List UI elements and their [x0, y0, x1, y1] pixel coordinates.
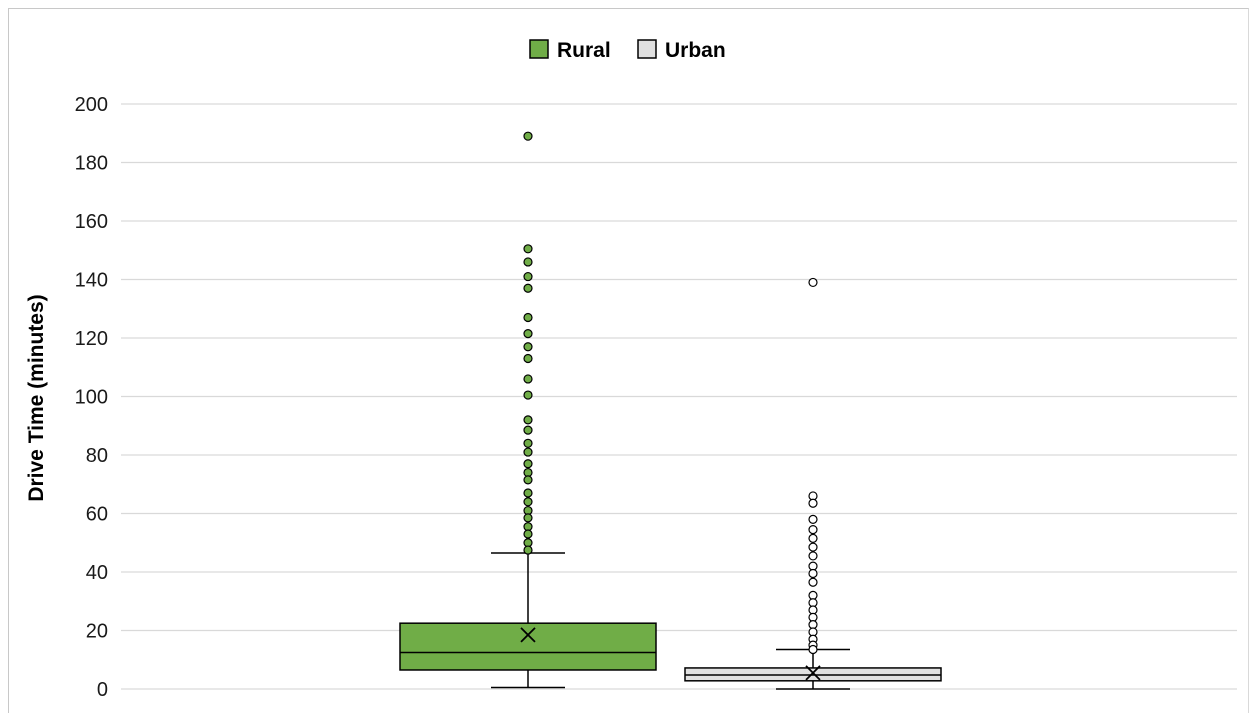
outlier-point: [523, 257, 533, 267]
legend: Rural Urban: [529, 39, 726, 62]
outlier-point: [808, 568, 818, 579]
boxes: [399, 131, 942, 690]
y-tick-label: 160: [75, 211, 108, 233]
y-tick-label: 40: [86, 562, 108, 584]
y-axis-label: Drive Time (minutes): [25, 294, 48, 501]
outlier-point: [523, 131, 533, 141]
outlier-point: [808, 277, 818, 288]
legend-item-rural: Rural: [529, 39, 611, 62]
y-tick-label: 180: [75, 153, 108, 175]
legend-label: Rural: [557, 39, 611, 62]
outlier-point: [808, 524, 818, 535]
outlier-point: [523, 488, 533, 498]
outlier-point: [523, 244, 533, 254]
outlier-point: [523, 342, 533, 352]
iqr-box: [399, 622, 657, 671]
outlier-point: [523, 374, 533, 384]
y-tick-label: 200: [75, 94, 108, 116]
y-tick-label: 60: [86, 504, 108, 526]
box-rural: [399, 131, 657, 689]
outlier-point: [523, 329, 533, 339]
y-tick-label: 100: [75, 387, 108, 409]
outlier-point: [808, 551, 818, 561]
outlier-point: [523, 447, 533, 457]
outlier-point: [523, 475, 533, 485]
y-tick-label: 0: [97, 679, 108, 701]
outlier-point: [523, 312, 533, 323]
mean-marker: [805, 665, 821, 681]
outlier-point: [523, 545, 533, 555]
outlier-point: [523, 415, 533, 425]
outlier-point: [808, 542, 818, 552]
outlier-point: [808, 644, 818, 655]
outlier-point: [523, 271, 533, 282]
outlier-point: [808, 498, 818, 508]
outlier-point: [523, 283, 533, 293]
legend-label: Urban: [665, 39, 726, 62]
outlier-point: [523, 390, 533, 400]
outlier-point: [808, 514, 818, 524]
outlier-point: [523, 438, 533, 448]
legend-swatch: [637, 39, 657, 59]
outlier-point: [808, 577, 818, 587]
outlier-point: [523, 529, 533, 539]
y-tick-label: 140: [75, 270, 108, 292]
chart-frame: [8, 8, 1249, 713]
outlier-point: [808, 533, 818, 543]
y-tick-label: 80: [86, 445, 108, 467]
outlier-point: [523, 513, 533, 523]
outlier-point: [523, 497, 533, 507]
mean-marker: [520, 627, 536, 643]
gridlines: [121, 103, 1237, 690]
outlier-point: [523, 459, 533, 469]
y-tick-label: 20: [86, 621, 108, 643]
legend-item-urban: Urban: [637, 39, 726, 62]
outlier-point: [523, 353, 533, 364]
y-tick-labels: 0 20 40 60 80 100 120 140 160 180 200: [75, 94, 108, 701]
legend-swatch: [529, 39, 549, 59]
y-tick-label: 120: [75, 328, 108, 350]
outlier-point: [523, 425, 533, 435]
box-urban: [684, 277, 942, 690]
